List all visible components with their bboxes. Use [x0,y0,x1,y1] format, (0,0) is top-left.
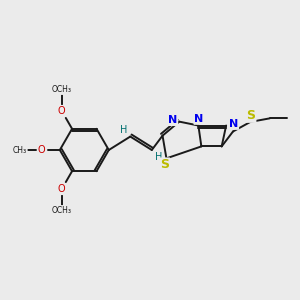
Text: H: H [155,152,162,162]
Text: N: N [168,115,177,125]
Text: O: O [58,106,65,116]
Text: O: O [38,145,45,155]
Text: N: N [229,119,238,129]
Text: O: O [58,184,65,194]
Text: CH₃: CH₃ [13,146,27,154]
Text: OCH₃: OCH₃ [52,206,72,215]
Text: S: S [246,109,255,122]
Text: OCH₃: OCH₃ [52,85,72,94]
Text: N: N [194,114,204,124]
Text: H: H [120,125,127,135]
Text: S: S [160,158,169,171]
